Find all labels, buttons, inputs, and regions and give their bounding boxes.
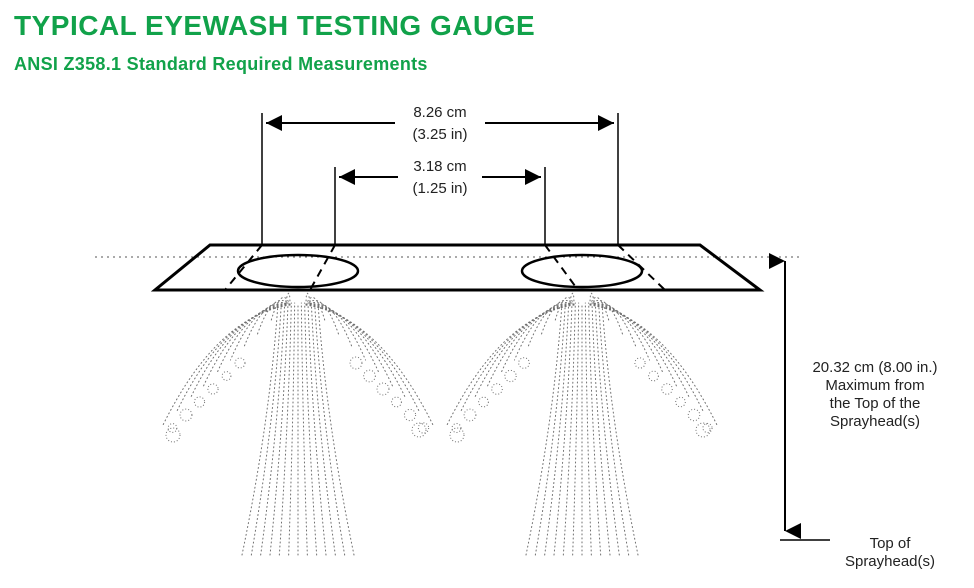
gauge-plate <box>155 245 760 290</box>
height-label-2: Maximum from <box>825 377 924 394</box>
height-label-3: the Top of the <box>830 395 921 412</box>
water-spray <box>163 293 717 555</box>
page-title: TYPICAL EYEWASH TESTING GAUGE <box>14 10 535 42</box>
outer-dim-cm: 8.26 cm <box>413 104 466 121</box>
page-subtitle: ANSI Z358.1 Standard Required Measuremen… <box>14 54 428 75</box>
right-target-ellipse <box>522 255 642 287</box>
inner-dim-cm: 3.18 cm <box>413 158 466 175</box>
inner-dim-in: (1.25 in) <box>412 180 467 197</box>
baseline-label-2: Sprayhead(s) <box>845 553 935 570</box>
baseline-marker: Top of Sprayhead(s) <box>780 535 935 570</box>
inner-dimension: 3.18 cm (1.25 in) <box>335 158 545 245</box>
baseline-label-1: Top of <box>870 535 912 552</box>
height-dimension: 20.32 cm (8.00 in.) Maximum from the Top… <box>785 261 938 531</box>
height-label-4: Sprayhead(s) <box>830 413 920 430</box>
left-target-ellipse <box>238 255 358 287</box>
gauge-diagram: 8.26 cm (3.25 in) 3.18 cm (1.25 in) 20.3… <box>0 85 974 588</box>
outer-dim-in: (3.25 in) <box>412 126 467 143</box>
height-label-1: 20.32 cm (8.00 in.) <box>812 359 937 376</box>
